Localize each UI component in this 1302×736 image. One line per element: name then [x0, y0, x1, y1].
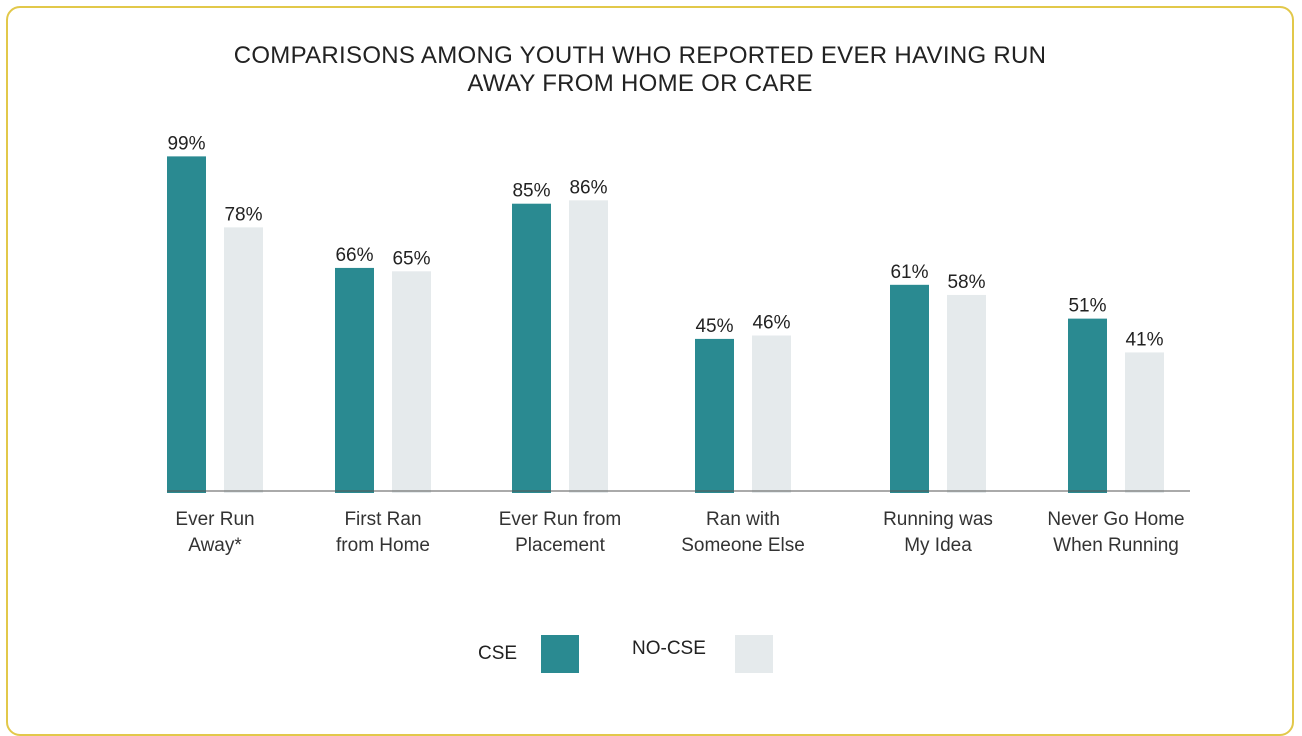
legend-swatch-no-cse — [735, 635, 773, 673]
data-label-cse-1: 66% — [335, 245, 373, 266]
category-label-3-line-0: Ran with — [706, 509, 780, 530]
bar-no-cse-1 — [392, 271, 431, 493]
data-label-no-cse-3: 46% — [752, 313, 790, 334]
category-label-1-line-0: First Ran — [344, 509, 421, 530]
chart-title-line-1: COMPARISONS AMONG YOUTH WHO REPORTED EVE… — [233, 42, 1047, 69]
category-label-4-line-1: My Idea — [904, 535, 972, 556]
legend-label-no-cse: NO-CSE — [632, 638, 706, 659]
bar-cse-3 — [695, 338, 734, 493]
bar-cse-1 — [335, 267, 374, 493]
bar-cse-5 — [1068, 318, 1107, 493]
bar-no-cse-4 — [947, 294, 986, 493]
data-label-cse-0: 99% — [167, 133, 205, 154]
category-label-2-line-0: Ever Run from — [499, 509, 621, 530]
category-label-5-line-0: Never Go Home — [1047, 509, 1184, 530]
data-label-no-cse-1: 65% — [392, 248, 430, 269]
bar-cse-4 — [890, 284, 929, 493]
data-label-cse-2: 85% — [512, 181, 550, 202]
bar-no-cse-5 — [1125, 352, 1164, 493]
category-label-0-line-0: Ever Run — [175, 509, 254, 530]
category-label-1-line-1: from Home — [336, 535, 430, 556]
bar-no-cse-3 — [752, 335, 791, 493]
category-label-3-line-1: Someone Else — [681, 535, 805, 556]
data-label-cse-3: 45% — [695, 316, 733, 337]
data-label-no-cse-4: 58% — [947, 272, 985, 293]
data-label-no-cse-5: 41% — [1125, 329, 1163, 350]
category-label-5-line-1: When Running — [1053, 535, 1179, 556]
legend-swatch-cse — [541, 635, 579, 673]
data-label-no-cse-0: 78% — [224, 204, 262, 225]
data-label-cse-5: 51% — [1068, 296, 1106, 317]
bar-no-cse-0 — [224, 227, 263, 494]
data-label-cse-4: 61% — [890, 262, 928, 283]
category-label-0-line-1: Away* — [188, 535, 242, 556]
bar-no-cse-2 — [569, 200, 608, 493]
category-label-4-line-0: Running was — [883, 509, 993, 530]
bar-cse-0 — [167, 156, 206, 493]
bar-cse-2 — [512, 203, 551, 493]
category-label-2-line-1: Placement — [515, 535, 605, 556]
data-label-no-cse-2: 86% — [569, 177, 607, 198]
legend-label-cse: CSE — [478, 643, 518, 664]
chart-title-line-2: AWAY FROM HOME OR CARE — [467, 70, 813, 97]
